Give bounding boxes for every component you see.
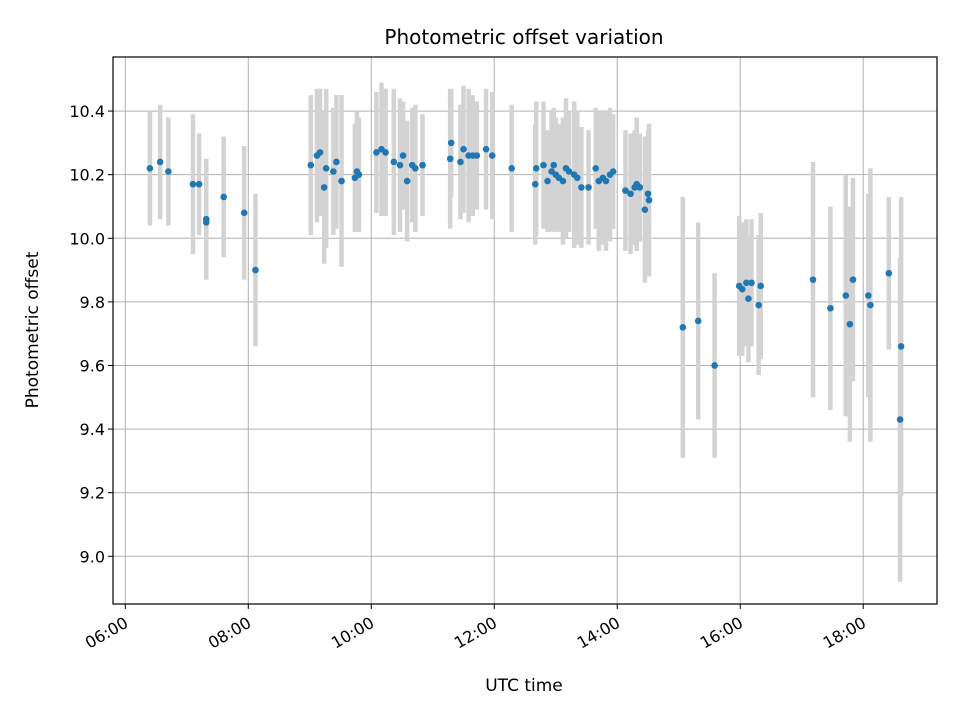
data-point xyxy=(532,165,540,172)
data-point xyxy=(585,184,592,191)
x-tick-label: 10:00 xyxy=(328,613,377,653)
data-point xyxy=(165,168,172,175)
data-point xyxy=(846,320,854,328)
x-tick-label: 06:00 xyxy=(82,613,131,653)
data-point xyxy=(711,362,718,369)
data-point xyxy=(627,190,634,198)
y-tick-label: 9.0 xyxy=(80,547,105,566)
data-point xyxy=(550,161,557,169)
x-tick-label: 12:00 xyxy=(451,613,500,653)
data-point xyxy=(540,161,547,169)
y-axis: 9.0 9.2 9.4 9.6 9.8 10.0 10.2 10.4 xyxy=(69,102,113,566)
y-tick-label: 9.2 xyxy=(80,484,105,503)
data-point xyxy=(609,168,617,175)
y-tick-label: 9.4 xyxy=(80,420,105,439)
data-point xyxy=(867,301,874,309)
data-point xyxy=(316,149,324,156)
data-point xyxy=(189,180,197,188)
data-point xyxy=(679,324,687,331)
data-point xyxy=(322,165,330,172)
data-point xyxy=(412,165,419,172)
data-point xyxy=(156,158,164,166)
y-tick-label: 10.2 xyxy=(69,166,105,185)
data-point xyxy=(307,161,315,169)
data-point xyxy=(399,152,407,159)
x-tick-label: 14:00 xyxy=(574,613,623,653)
data-point xyxy=(355,171,363,178)
data-point xyxy=(482,145,490,153)
data-point xyxy=(592,165,600,172)
data-point xyxy=(330,168,337,175)
y-tick-label: 10.4 xyxy=(69,102,105,121)
data-point xyxy=(565,168,573,175)
data-point xyxy=(252,266,259,274)
data-point xyxy=(573,174,581,182)
data-point xyxy=(531,180,539,188)
x-axis: 06:00 08:00 10:00 12:00 14:00 16:00 18:00 xyxy=(82,604,869,653)
data-point xyxy=(460,145,467,153)
data-point xyxy=(544,177,551,185)
data-point xyxy=(320,184,328,191)
data-point xyxy=(748,279,755,287)
data-point xyxy=(446,155,454,163)
data-point xyxy=(897,343,905,350)
data-point xyxy=(473,152,481,159)
x-axis-label: UTC time xyxy=(485,676,563,696)
data-point xyxy=(578,184,585,191)
data-point xyxy=(745,295,752,302)
data-point xyxy=(559,177,567,185)
data-point xyxy=(488,152,496,159)
data-point xyxy=(743,279,750,287)
y-tick-label: 10.0 xyxy=(69,229,105,248)
data-point xyxy=(333,158,340,166)
data-point xyxy=(622,187,629,194)
data-point xyxy=(508,165,515,172)
y-tick-label: 9.8 xyxy=(80,293,105,312)
x-tick-label: 08:00 xyxy=(205,613,254,653)
data-point xyxy=(382,149,389,156)
data-point xyxy=(240,209,248,217)
data-point xyxy=(636,184,644,191)
error-bars xyxy=(147,82,904,582)
data-point xyxy=(885,269,893,277)
data-point xyxy=(645,196,653,204)
data-point xyxy=(842,292,850,299)
data-point xyxy=(202,219,210,226)
data-point xyxy=(757,282,765,290)
data-point xyxy=(447,139,455,147)
data-point xyxy=(338,177,345,185)
plot-frame xyxy=(112,56,938,605)
data-point xyxy=(644,190,652,198)
data-point xyxy=(849,276,857,283)
chart-title: Photometric offset variation xyxy=(384,25,663,49)
data-point xyxy=(419,161,426,169)
x-tick-label: 16:00 xyxy=(697,613,746,653)
data-point xyxy=(195,180,203,188)
data-point xyxy=(457,158,464,166)
data-point xyxy=(403,177,411,185)
data-point xyxy=(694,317,702,325)
data-point xyxy=(146,165,154,172)
data-point xyxy=(865,292,872,299)
data-point xyxy=(373,149,380,156)
data-points xyxy=(146,139,905,423)
data-point xyxy=(809,276,817,283)
data-point xyxy=(220,193,227,201)
y-tick-label: 9.6 xyxy=(80,356,105,375)
data-point xyxy=(755,301,762,309)
x-tick-label: 18:00 xyxy=(820,613,869,653)
data-point xyxy=(396,161,404,169)
data-point xyxy=(641,206,649,213)
data-point xyxy=(390,158,398,166)
data-point xyxy=(738,285,746,293)
data-point xyxy=(827,304,834,312)
data-point xyxy=(602,177,610,185)
data-point xyxy=(896,416,904,423)
y-axis-label: Photometric offset xyxy=(23,251,43,408)
